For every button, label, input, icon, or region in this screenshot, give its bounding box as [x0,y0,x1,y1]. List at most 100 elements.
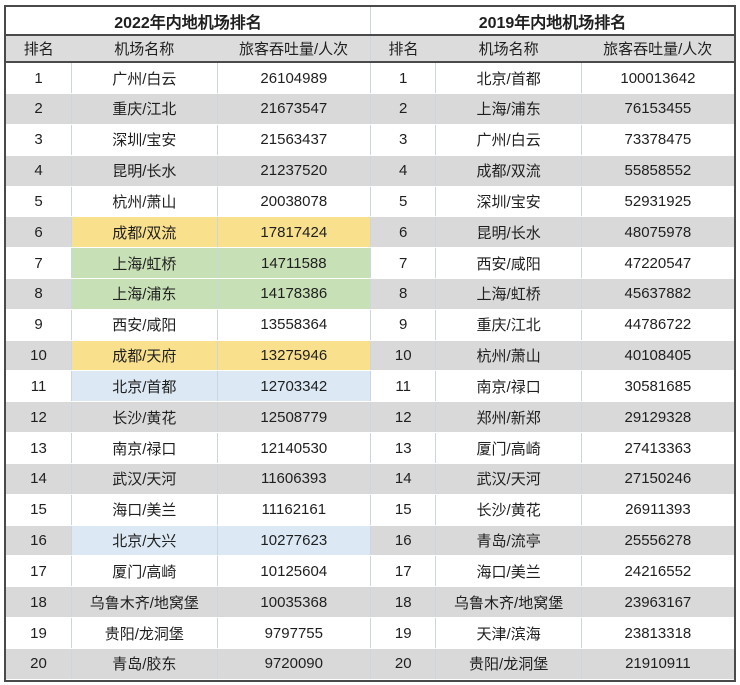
throughput-cell: 21910911 [581,648,734,681]
throughput-cell: 23813318 [581,617,734,649]
rank-cell: 16 [6,525,73,557]
col-header-airport: 机场名称 [435,35,582,63]
rank-cell: 5 [370,186,437,218]
rank-cell: 4 [370,155,437,187]
table-row: 17 海口/美兰 24216552 [370,555,734,588]
airport-cell: 杭州/萧山 [435,340,582,372]
throughput-cell: 45637882 [581,278,734,310]
airport-cell: 昆明/长水 [71,155,218,187]
table-row: 16 北京/大兴 10277623 [6,525,370,557]
airport-cell: 武汉/天河 [71,463,218,495]
table-row: 6 成都/双流 17817424 [6,216,370,249]
airport-cell: 乌鲁木齐/地窝堡 [435,586,582,619]
table-row: 19 贵阳/龙洞堡 9797755 [6,617,370,649]
rank-cell: 15 [370,494,437,526]
col-header-rank: 排名 [370,35,436,63]
table-row: 14 武汉/天河 11606393 [6,463,370,495]
airport-cell: 北京/首都 [71,370,218,403]
table-title-row: 2019年内地机场排名 [370,7,734,36]
airport-cell: 上海/虹桥 [71,247,218,279]
table-row: 4 成都/双流 55858552 [370,155,734,187]
table-row: 18 乌鲁木齐/地窝堡 23963167 [370,586,734,619]
throughput-cell: 20038078 [217,186,370,218]
airport-ranking-tables: 2022年内地机场排名 排名 机场名称 旅客吞吐量/人次 1 广州/白云 26104… [4,5,736,682]
rank-cell: 1 [370,62,437,95]
airport-cell: 郑州/新郑 [435,401,582,434]
airport-cell: 上海/浦东 [435,93,582,125]
airport-cell: 长沙/黄花 [435,494,582,526]
rank-cell: 6 [6,216,73,249]
airport-cell: 深圳/宝安 [71,124,218,156]
airport-cell: 武汉/天河 [435,463,582,495]
throughput-cell: 9720090 [217,648,370,681]
throughput-cell: 21673547 [217,93,370,125]
airport-cell: 重庆/江北 [435,309,582,341]
table-row: 13 南京/禄口 12140530 [6,432,370,464]
table-row: 9 西安/咸阳 13558364 [6,309,370,341]
table-row: 2 上海/浦东 76153455 [370,93,734,125]
throughput-cell: 13275946 [217,340,370,372]
airport-cell: 广州/白云 [71,62,218,95]
airport-cell: 乌鲁木齐/地窝堡 [71,586,218,619]
rank-cell: 11 [370,370,437,403]
rank-cell: 14 [370,463,437,495]
airport-cell: 南京/禄口 [71,432,218,464]
airport-cell: 上海/浦东 [71,278,218,310]
table-row: 8 上海/虹桥 45637882 [370,278,734,310]
airport-cell: 成都/天府 [71,340,218,372]
rank-cell: 14 [6,463,73,495]
table-row: 10 成都/天府 13275946 [6,340,370,372]
table-row: 15 长沙/黄花 26911393 [370,494,734,526]
table-title-2019: 2019年内地机场排名 [370,7,734,36]
table-row: 1 广州/白云 26104989 [6,62,370,95]
throughput-cell: 13558364 [217,309,370,341]
throughput-cell: 27150246 [581,463,734,495]
airport-cell: 西安/咸阳 [71,309,218,341]
airport-cell: 贵阳/龙洞堡 [435,648,582,681]
table-row: 11 南京/禄口 30581685 [370,370,734,403]
rank-cell: 10 [370,340,437,372]
throughput-cell: 14178386 [217,278,370,310]
rank-cell: 1 [6,62,73,95]
airport-cell: 厦门/高崎 [435,432,582,464]
rank-cell: 10 [6,340,73,372]
throughput-cell: 47220547 [581,247,734,279]
table-row: 14 武汉/天河 27150246 [370,463,734,495]
airport-cell: 成都/双流 [71,216,218,249]
rank-cell: 7 [6,247,73,279]
airport-cell: 上海/虹桥 [435,278,582,310]
rank-cell: 2 [370,93,437,125]
throughput-cell: 12703342 [217,370,370,403]
rank-cell: 17 [6,555,73,588]
table-row: 5 深圳/宝安 52931925 [370,186,734,218]
table-title-2022: 2022年内地机场排名 [6,7,370,36]
table-title-row: 2022年内地机场排名 [6,7,370,36]
throughput-cell: 14711588 [217,247,370,279]
rank-cell: 5 [6,186,73,218]
throughput-cell: 25556278 [581,525,734,557]
table-row: 20 青岛/胶东 9720090 [6,648,370,681]
rank-cell: 8 [370,278,437,310]
rank-cell: 16 [370,525,437,557]
rank-cell: 19 [370,617,437,649]
throughput-cell: 100013642 [581,62,734,95]
throughput-cell: 12508779 [217,401,370,434]
table-row: 1 北京/首都 100013642 [370,62,734,95]
table-row: 12 郑州/新郑 29129328 [370,401,734,434]
rank-cell: 3 [6,124,73,156]
table-row: 16 青岛/流亭 25556278 [370,525,734,557]
col-header-throughput: 旅客吞吐量/人次 [217,35,370,63]
airport-cell: 青岛/流亭 [435,525,582,557]
airport-cell: 海口/美兰 [435,555,582,588]
table-row: 17 厦门/高崎 10125604 [6,555,370,588]
table-row: 4 昆明/长水 21237520 [6,155,370,187]
rank-table-2019: 2019年内地机场排名 排名 机场名称 旅客吞吐量/人次 1 北京/首都 10001… [370,7,734,681]
col-header-rank: 排名 [6,35,72,63]
table-row: 15 海口/美兰 11162161 [6,494,370,526]
table-row: 18 乌鲁木齐/地窝堡 10035368 [6,586,370,619]
col-header-throughput: 旅客吞吐量/人次 [581,35,734,63]
table-row: 7 西安/咸阳 47220547 [370,247,734,279]
table-row: 8 上海/浦东 14178386 [6,278,370,310]
airport-cell: 海口/美兰 [71,494,218,526]
